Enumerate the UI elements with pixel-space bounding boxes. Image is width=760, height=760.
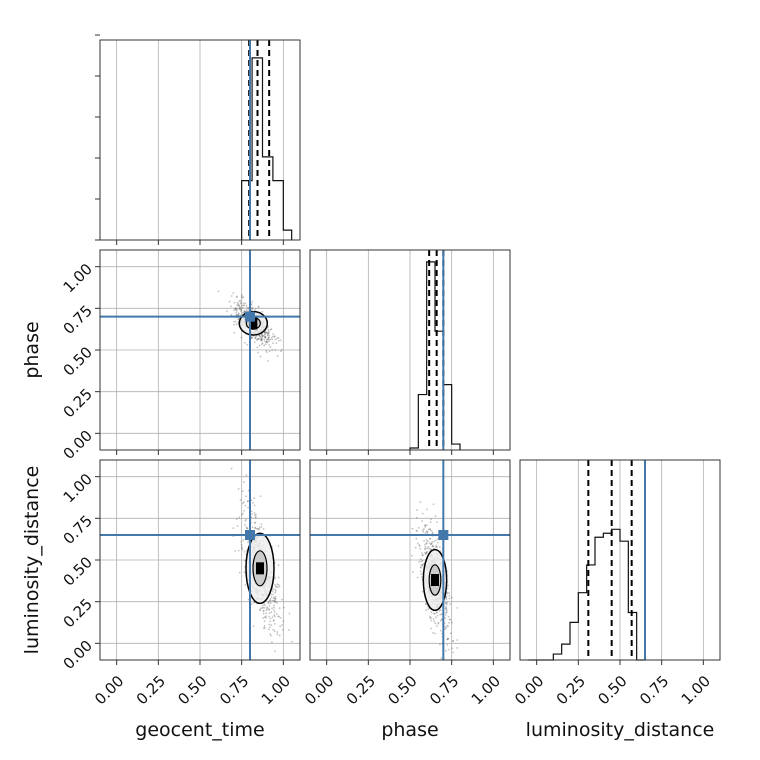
y-tick-label: 1.00	[60, 470, 96, 506]
x-tick-label: 0.25	[343, 672, 379, 708]
x-tick-label: 0.75	[636, 672, 672, 708]
truth-marker	[438, 530, 449, 540]
x-tick-label: 1.00	[258, 672, 294, 708]
truth-marker	[245, 530, 255, 540]
density-peak	[249, 317, 258, 330]
y-axis-label-luminosity_distance: luminosity_distance	[21, 466, 43, 655]
panel-luminosity_distance-luminosity_distance	[519, 459, 721, 665]
x-tick-label: 0.50	[594, 672, 630, 708]
x-tick-label: 0.00	[511, 672, 547, 708]
y-tick-label: 0.00	[60, 427, 96, 463]
truth-marker	[245, 311, 255, 322]
panel-phase-geocent_time	[95, 249, 301, 455]
y-tick-label: 0.50	[60, 553, 96, 589]
x-tick-label: 0.25	[553, 672, 589, 708]
y-tick-label: 0.25	[60, 385, 96, 421]
y-axis-label-phase: phase	[21, 321, 43, 378]
x-tick-label: 0.00	[301, 672, 337, 708]
y-tick-label: 0.00	[60, 637, 96, 673]
y-tick-label: 0.75	[60, 302, 96, 338]
panel-phase-phase	[309, 249, 511, 455]
x-axis-label-geocent_time: geocent_time	[135, 719, 264, 741]
x-tick-label: 0.25	[133, 672, 169, 708]
x-tick-label: 1.00	[468, 672, 504, 708]
x-tick-label: 1.00	[678, 672, 714, 708]
y-tick-label: 0.75	[60, 512, 96, 548]
x-tick-label: 0.75	[426, 672, 462, 708]
y-tick-label: 0.50	[60, 343, 96, 379]
histogram-luminosity_distance	[528, 528, 645, 661]
x-axis-label-luminosity_distance: luminosity_distance	[526, 719, 715, 741]
y-tick-label: 0.25	[60, 595, 96, 631]
y-tick-label: 1.00	[60, 260, 96, 296]
x-tick-label: 0.00	[91, 672, 127, 708]
density-peak	[256, 562, 264, 575]
panel-geocent_time-geocent_time	[95, 34, 301, 245]
density-peak	[431, 574, 439, 586]
x-axis-label-phase: phase	[381, 719, 438, 741]
x-tick-label: 0.50	[384, 672, 420, 708]
panel-luminosity_distance-geocent_time	[95, 459, 301, 665]
histogram-phase	[409, 261, 461, 450]
x-tick-label: 0.50	[174, 672, 210, 708]
x-tick-label: 0.75	[216, 672, 252, 708]
panel-luminosity_distance-phase	[309, 459, 511, 665]
